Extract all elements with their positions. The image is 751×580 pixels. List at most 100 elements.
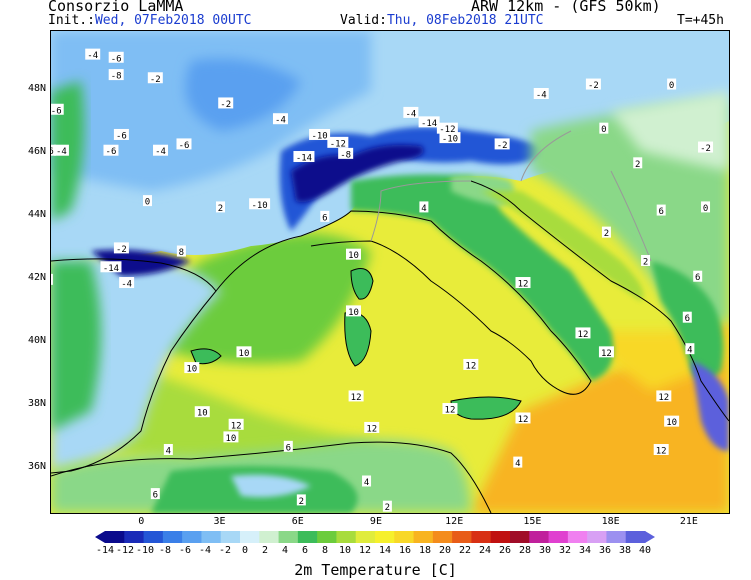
colorbar-tick-label: 2 xyxy=(261,545,269,556)
temp-label-bg xyxy=(601,226,611,238)
temp-label-text: 10 xyxy=(197,409,208,419)
corsica xyxy=(351,268,373,300)
temp-label: -14 xyxy=(418,116,440,129)
temp-label-text: 12 xyxy=(518,415,529,425)
temp-label: -4 xyxy=(85,48,101,61)
lon-label: 6E xyxy=(291,516,304,527)
colorbar-swatch xyxy=(452,531,472,543)
temp-label-text: 4 xyxy=(421,204,426,214)
temp-label-bg xyxy=(599,122,609,134)
temp-label: 0 xyxy=(142,195,152,208)
adriatic-sea xyxy=(481,191,644,301)
colorbar-swatch xyxy=(510,531,530,543)
temp-label-bg xyxy=(345,248,361,260)
colorbar-swatch xyxy=(432,531,453,543)
temp-label-text: 10 xyxy=(186,365,197,375)
lat-label: 38N xyxy=(28,397,47,409)
temp-label-bg xyxy=(463,358,479,370)
temp-label: 4 xyxy=(362,475,372,488)
colorbar-max-arrow xyxy=(645,531,655,543)
temp-label-bg xyxy=(85,48,101,60)
colorbar-swatch xyxy=(259,531,280,543)
island-coastlines xyxy=(190,268,522,420)
temp-label: 12 xyxy=(364,421,380,434)
temp-label: 8 xyxy=(176,245,186,258)
sicily xyxy=(451,397,521,420)
temp-label-text: 0 xyxy=(703,204,708,214)
temp-label-bg xyxy=(685,343,695,355)
temp-label: -6 xyxy=(103,144,119,157)
temp-label-text: -4 xyxy=(405,109,416,119)
colorbar-swatch xyxy=(413,531,434,543)
colorbar-tick-label: 20 xyxy=(438,545,452,556)
temp-label: -4 xyxy=(53,144,69,157)
temp-label-text: 0 xyxy=(669,81,674,91)
temp-label: 10 xyxy=(236,346,252,359)
colorbar-swatch xyxy=(336,531,357,543)
temp-label: 6 xyxy=(150,488,160,501)
temp-label-bg xyxy=(51,273,53,285)
temp-label-bg xyxy=(656,390,672,402)
temp-label-text: -4 xyxy=(87,51,98,61)
colorbar-swatch xyxy=(240,531,260,543)
alps-coldest xyxy=(291,144,424,203)
temp-label-text: -12 xyxy=(439,125,455,135)
temp-label-text: -2 xyxy=(588,81,599,91)
temp-label: 2 xyxy=(216,201,225,214)
temp-label-bg xyxy=(184,362,200,374)
colorbar-swatch xyxy=(201,531,222,543)
map-canvas: -4-6-8-2-2-2-6-4-6-6-4-6-4-2-6-10-12-8-1… xyxy=(51,31,729,513)
colorbar-tick-label: 12 xyxy=(358,545,372,556)
temp-label: -4 xyxy=(272,113,288,126)
colorbar-swatch xyxy=(105,531,125,543)
colorbar-swatch xyxy=(278,531,299,543)
temperature-map: -4-6-8-2-2-2-6-4-6-6-4-6-4-2-6-10-12-8-1… xyxy=(50,30,730,514)
temp-label: 0 xyxy=(51,273,53,286)
lat-label: 46N xyxy=(28,145,47,157)
temp-label: -2 xyxy=(147,72,163,85)
temp-label-text: -6 xyxy=(116,131,127,141)
temp-label-bg xyxy=(142,195,152,207)
temp-label-text: 12 xyxy=(445,406,456,416)
colorbar-swatch xyxy=(529,531,550,543)
temp-label-bg xyxy=(348,390,364,402)
temp-label-text: -10 xyxy=(251,201,267,211)
temp-label-text: 10 xyxy=(239,349,250,359)
colorbar-swatch xyxy=(471,531,492,543)
temp-label-bg xyxy=(364,421,380,433)
temp-label-text: 4 xyxy=(364,478,369,488)
temp-label: 6 xyxy=(693,270,703,283)
lon-label: 15E xyxy=(523,516,542,527)
valid-value: Thu, 08Feb2018 21UTC xyxy=(386,13,544,28)
temp-label-bg xyxy=(693,270,703,282)
colorbar-swatch xyxy=(625,531,646,543)
temp-label-text: -6 xyxy=(106,147,117,157)
temp-label-bg xyxy=(216,201,225,213)
temp-label: 4 xyxy=(513,456,523,469)
temp-label-text: -2 xyxy=(150,75,161,85)
colorbar-tick-label: -12 xyxy=(115,545,135,556)
colorbar-swatch xyxy=(355,531,376,543)
colorbar-tick-label: 16 xyxy=(398,545,412,556)
temp-label: -6 xyxy=(113,128,129,141)
valid-time: Valid:Thu, 08Feb2018 21UTC xyxy=(340,13,544,28)
temp-label: 2 xyxy=(641,254,651,267)
temp-label: 10 xyxy=(184,362,200,375)
temp-label-text: 6 xyxy=(685,314,690,324)
temp-label-bg xyxy=(419,201,429,213)
colorbar-swatch xyxy=(587,531,607,543)
temp-label-bg xyxy=(53,144,69,156)
africa-coastline xyxy=(51,441,492,513)
temp-label-text: -4 xyxy=(155,147,166,157)
sea-mid-band xyxy=(111,361,381,465)
colorbar-swatch xyxy=(567,531,588,543)
temp-label-text: -10 xyxy=(442,135,458,145)
temp-label-bg xyxy=(664,415,680,427)
temp-label-text: -10 xyxy=(311,131,327,141)
temp-label-bg xyxy=(633,157,643,169)
temp-label-text: -2 xyxy=(116,245,127,255)
temp-label-text: 6 xyxy=(658,207,663,217)
temp-label: 0 xyxy=(667,78,677,91)
temp-label-bg xyxy=(653,443,669,455)
temp-label: 6 xyxy=(656,204,666,217)
